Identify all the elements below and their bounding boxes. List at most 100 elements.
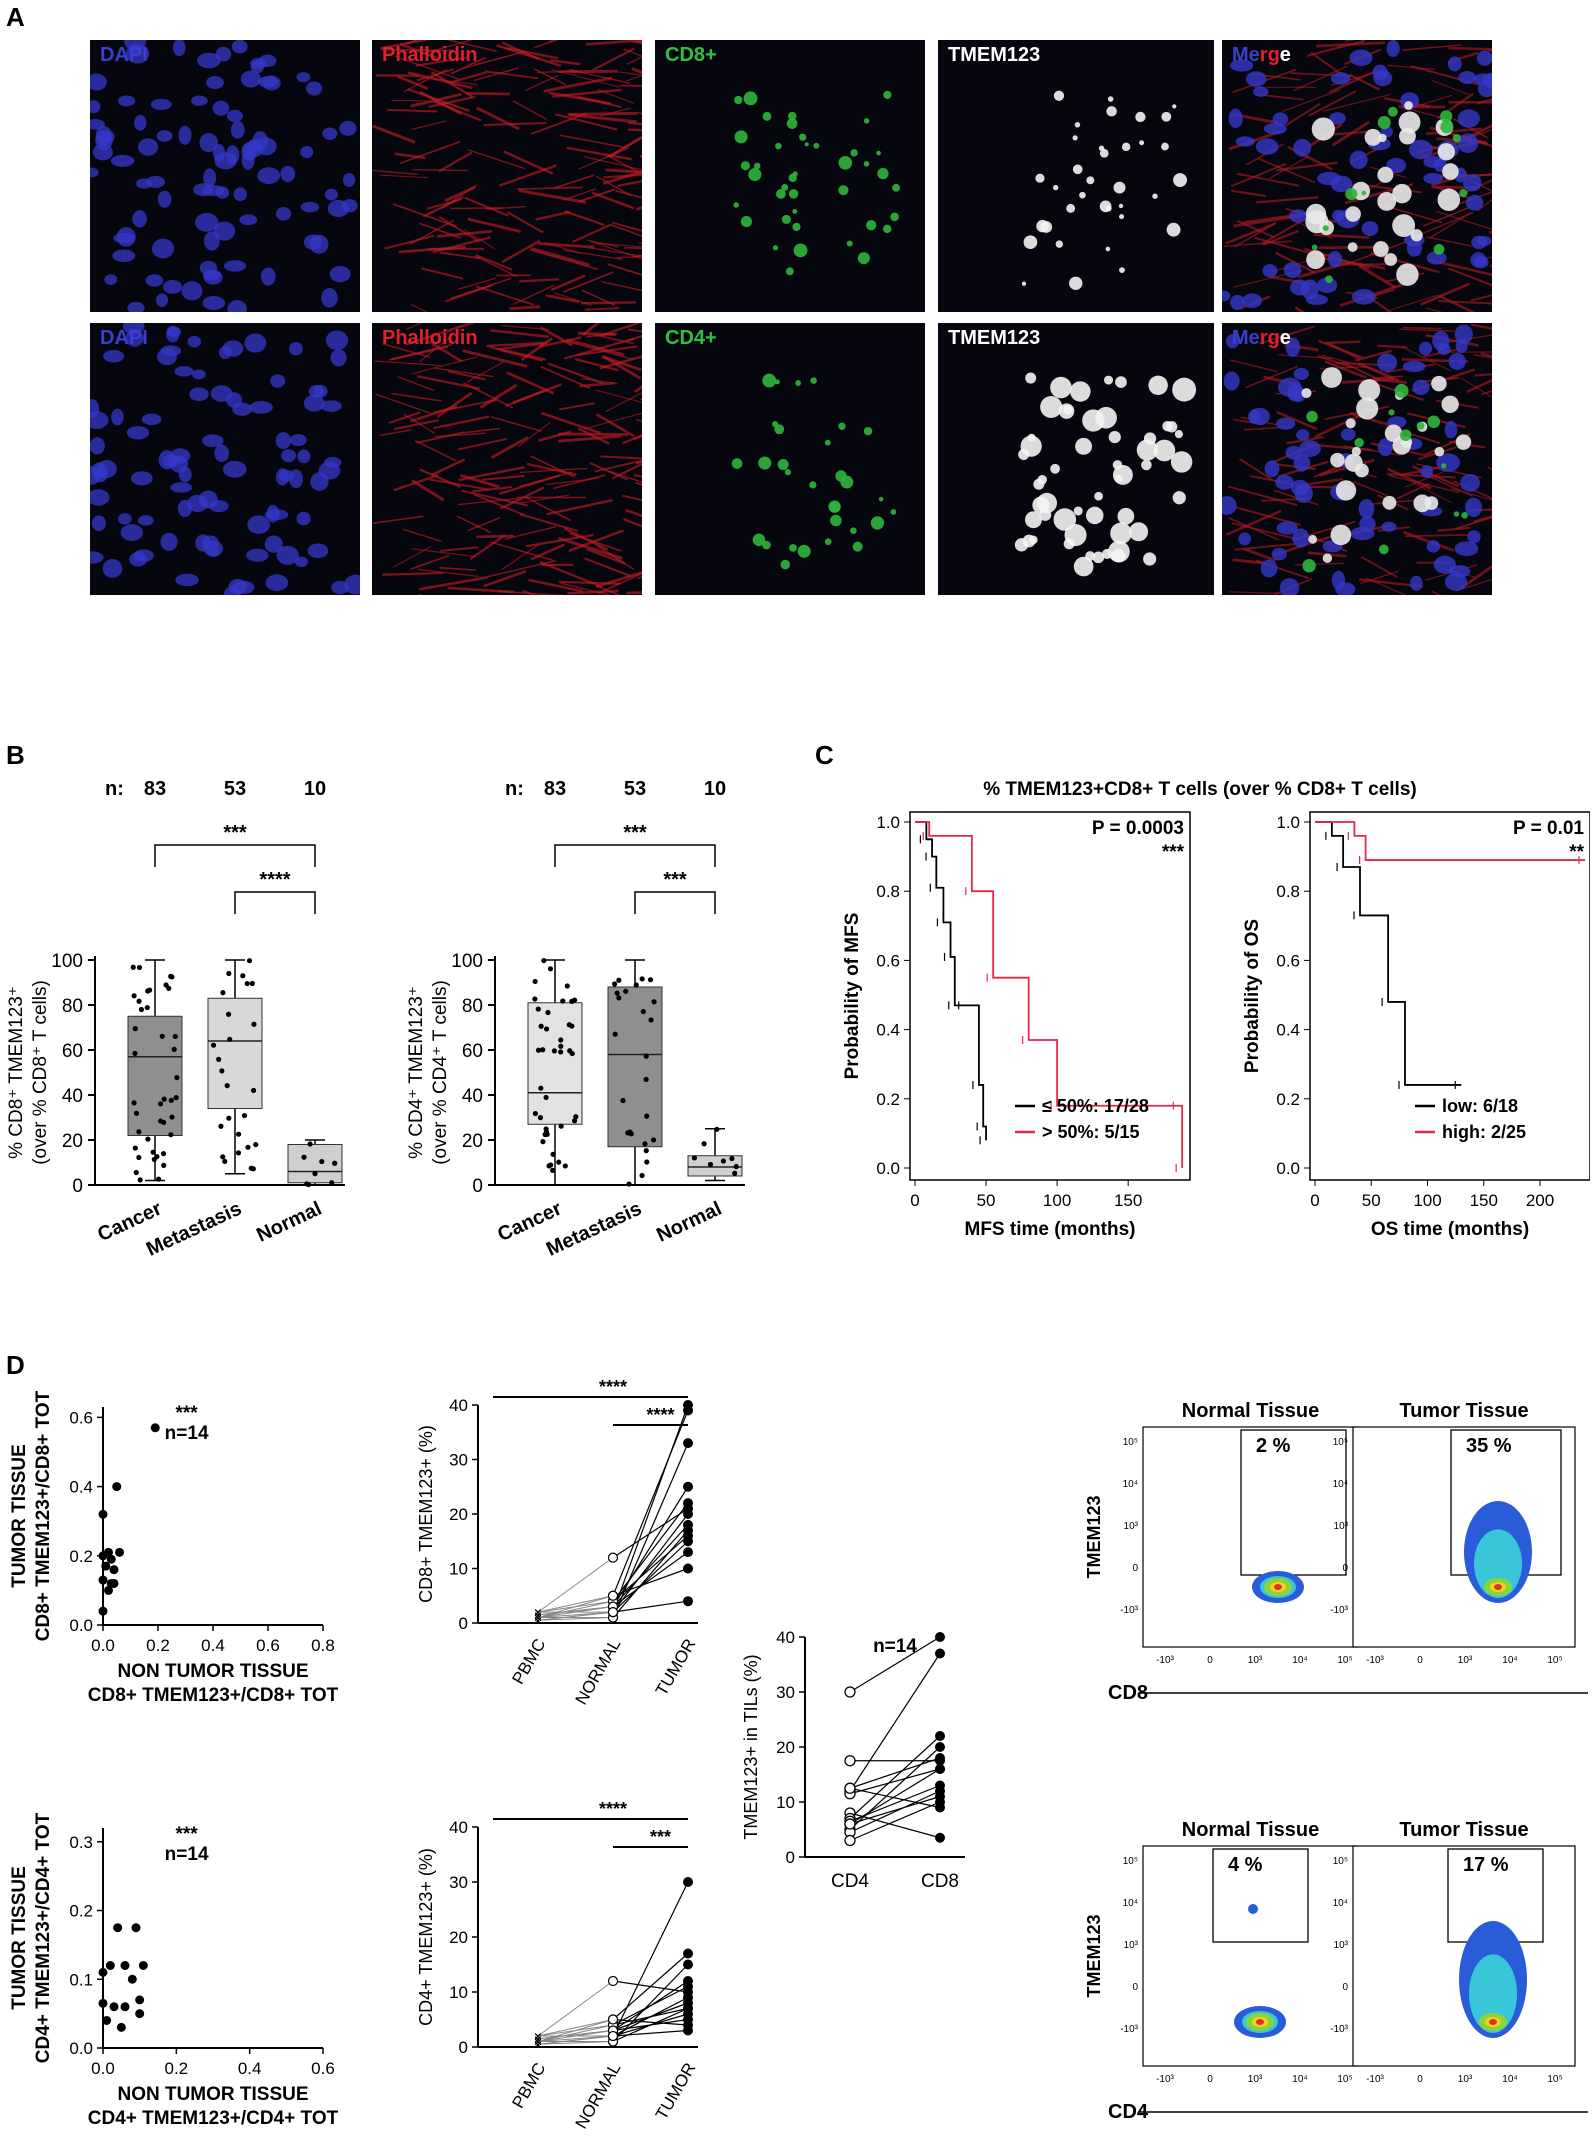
flow-x-tick: 10³ xyxy=(1458,2074,1473,2085)
fiber xyxy=(601,281,642,292)
merge-label-part: e xyxy=(1279,327,1291,349)
y-tick-label: 0.0 xyxy=(876,1159,900,1178)
fiber xyxy=(569,113,637,124)
fiber xyxy=(569,68,631,85)
fiber xyxy=(382,48,452,52)
data-point xyxy=(155,1176,162,1182)
cd4-point xyxy=(844,1834,856,1847)
signal-blob xyxy=(1075,437,1093,455)
fiber xyxy=(1426,236,1472,247)
nucleus xyxy=(322,127,338,140)
fiber xyxy=(1236,219,1275,239)
merge-label-part: Me xyxy=(1232,44,1260,66)
signal-blob xyxy=(780,559,791,570)
fiber xyxy=(1232,558,1265,565)
fiber xyxy=(1294,562,1344,566)
fiber xyxy=(1404,470,1447,488)
fiber xyxy=(1489,264,1492,268)
nucleus xyxy=(1255,138,1279,155)
pair-line xyxy=(612,1551,689,1608)
nucleus xyxy=(1476,50,1492,66)
fiber xyxy=(1418,211,1475,236)
fiber xyxy=(501,543,540,570)
signal-blob xyxy=(1052,184,1059,191)
fiber xyxy=(481,474,525,481)
fiber xyxy=(414,439,457,462)
nucleus xyxy=(1276,521,1298,535)
signal-blob xyxy=(762,373,777,388)
data-point xyxy=(219,1068,225,1074)
nucleus xyxy=(1225,333,1240,349)
signal-blob xyxy=(1105,246,1111,252)
sig-label: ** xyxy=(1569,842,1584,863)
x-axis-label: CD4+ TMEM123+/CD4+ TOT xyxy=(88,2108,339,2129)
signal-blob xyxy=(1356,397,1379,420)
nucleus xyxy=(247,515,271,534)
signal-blob xyxy=(1398,111,1421,134)
fiber xyxy=(567,589,619,595)
fiber xyxy=(525,74,559,91)
fiber xyxy=(519,278,560,283)
signal-blob xyxy=(804,142,809,147)
sig-label: *** xyxy=(176,1403,199,1424)
fiber xyxy=(551,69,621,88)
y-tick-label: 0.8 xyxy=(1276,882,1300,901)
signal-blob xyxy=(1377,115,1391,130)
signal-blob xyxy=(1143,552,1157,566)
nucleus xyxy=(266,504,280,523)
micrograph-texture xyxy=(372,323,642,595)
signal-blob xyxy=(797,544,811,558)
fiber xyxy=(607,154,639,173)
data-point xyxy=(137,1177,143,1183)
signal-blob xyxy=(1069,276,1083,290)
fiber xyxy=(1454,578,1492,592)
data-point xyxy=(249,980,255,987)
fiber xyxy=(391,392,442,402)
flow-x-tick: 10³ xyxy=(1458,1655,1473,1666)
fiber xyxy=(1386,467,1432,490)
signal-blob xyxy=(1074,122,1081,128)
signal-blob xyxy=(1335,480,1357,501)
tumor-point xyxy=(683,1959,693,1970)
signal-blob xyxy=(1139,140,1145,146)
signal-blob xyxy=(1347,242,1358,252)
fiber xyxy=(619,71,642,76)
fiber xyxy=(450,71,487,84)
y-tick-label: 40 xyxy=(62,1086,83,1107)
signal-blob xyxy=(1378,544,1389,555)
fiber xyxy=(549,58,581,66)
merge-label-part: Me xyxy=(1232,327,1260,349)
data-point xyxy=(145,988,151,994)
fiber xyxy=(545,294,580,304)
nucleus xyxy=(297,449,311,464)
fiber xyxy=(574,357,619,372)
pair-line xyxy=(849,1653,941,1792)
fiber xyxy=(382,571,444,576)
signal-blob xyxy=(1455,434,1472,450)
y-tick-label: 0.1 xyxy=(69,1970,93,1989)
fiber xyxy=(415,56,470,67)
fiber xyxy=(577,427,610,445)
fiber xyxy=(586,239,619,248)
fiber xyxy=(1297,261,1350,279)
fiber xyxy=(412,168,469,172)
signal-blob xyxy=(813,142,820,149)
x-tick-label: 0 xyxy=(910,1191,919,1210)
scatter-point xyxy=(109,2002,119,2012)
fiber xyxy=(591,47,635,72)
data-point xyxy=(628,1131,634,1137)
data-point xyxy=(227,1036,233,1042)
scatter-point xyxy=(113,1923,123,1933)
nucleus xyxy=(1470,252,1487,268)
signal-blob xyxy=(1033,478,1045,490)
fiber xyxy=(588,247,642,257)
fiber xyxy=(1402,326,1442,330)
scatter-point xyxy=(116,2022,126,2032)
nucleus xyxy=(1329,112,1346,125)
fiber xyxy=(372,124,416,144)
signal-blob xyxy=(1431,375,1447,392)
flow-col-title: Normal Tissue xyxy=(1182,1400,1319,1422)
nucleus xyxy=(1293,454,1311,472)
micrograph-r2-phalloidin: Phalloidin xyxy=(372,323,642,595)
scatter-point xyxy=(105,1961,115,1970)
